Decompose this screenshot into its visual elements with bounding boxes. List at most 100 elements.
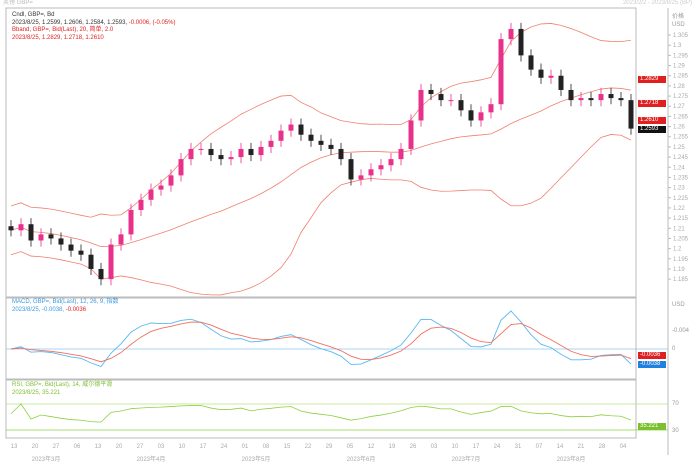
- y-tick-label: 1.24: [673, 165, 685, 171]
- candle: [308, 134, 314, 141]
- upper-band-badge: 1.2829: [638, 76, 666, 83]
- x-month-label: 2023年8月: [557, 455, 586, 463]
- x-tick-label: 15: [284, 444, 291, 450]
- rsi-line: [10, 403, 632, 423]
- date-range: 2023/2/2 - 2023/8/25 (BP): [622, 0, 692, 6]
- rsi-badge: 35.221: [638, 423, 666, 430]
- candle: [8, 226, 14, 231]
- candle: [238, 148, 244, 158]
- x-month-label: 2023年3月: [32, 455, 61, 463]
- candle: [98, 268, 104, 280]
- candle: [418, 89, 424, 121]
- x-tick-label: 20: [32, 444, 39, 450]
- macd-signal-value: -0.0036: [65, 306, 87, 313]
- x-tick-label: 22: [305, 444, 312, 450]
- x-tick-label: 24: [221, 444, 228, 450]
- bollinger-middle: [10, 87, 632, 247]
- candle: [628, 100, 634, 129]
- candle: [268, 140, 274, 147]
- candle: [488, 104, 494, 113]
- x-tick-label: 01: [242, 444, 249, 450]
- candle: [618, 98, 624, 101]
- candle: [608, 94, 614, 99]
- candle: [278, 130, 284, 141]
- y-tick-label: 1.26: [673, 125, 685, 131]
- rsi-high: 70: [672, 401, 679, 407]
- x-tick-label: 13: [11, 444, 18, 450]
- candle: [158, 185, 164, 190]
- x-tick-label: 26: [410, 444, 417, 450]
- candle: [148, 189, 154, 200]
- candle: [408, 120, 414, 149]
- macd-currency: USD: [672, 302, 685, 308]
- price-legend: Cndl, GBP=, Bd 2023/8/25, 1.2599, 1.2606…: [12, 12, 175, 42]
- candle: [168, 175, 174, 186]
- x-tick-label: 03: [158, 444, 165, 450]
- y-tick-label: 1.22: [673, 206, 685, 212]
- candle: [438, 94, 444, 101]
- y-tick-label: 1.2: [673, 247, 682, 253]
- candle: [578, 98, 584, 101]
- x-tick-label: 10: [452, 444, 459, 450]
- candle: [448, 100, 454, 102]
- x-tick-label: 08: [263, 444, 270, 450]
- x-tick-label: 10: [179, 444, 186, 450]
- candle: [598, 94, 604, 101]
- x-tick-label: 04: [620, 444, 627, 450]
- bband-title: Bband, GBP=, Bid(Last), 20, 简单, 2.0: [12, 27, 114, 33]
- rsi-panel: [5, 379, 637, 439]
- candle: [58, 238, 64, 245]
- close-price-badge: 1.2593: [638, 126, 666, 133]
- x-tick-label: 21: [578, 444, 585, 450]
- x-tick-label: 05: [347, 444, 354, 450]
- bollinger-upper: [10, 23, 632, 218]
- bollinger-lower: [10, 134, 632, 296]
- candle: [358, 175, 364, 180]
- cndl-values: 2023/8/25, 1.2599, 1.2606, 1.2584, 1.259…: [12, 19, 128, 26]
- candle: [288, 124, 294, 131]
- candle: [18, 224, 24, 231]
- y-tick-label: 1.245: [673, 155, 689, 161]
- x-tick-label: 19: [389, 444, 396, 450]
- macd-tick: -0.004: [672, 328, 690, 334]
- y-tick-label: 1.205: [673, 236, 689, 242]
- window-title: 英镑 GBP=: [3, 0, 33, 6]
- candle: [518, 28, 524, 56]
- candle: [228, 157, 234, 160]
- price-axis-label: 价格: [672, 14, 685, 20]
- candle: [88, 254, 94, 269]
- candle: [558, 75, 564, 90]
- candle: [198, 148, 204, 150]
- x-tick-label: 17: [473, 444, 480, 450]
- x-tick-label: 13: [95, 444, 102, 450]
- x-tick-label: 14: [557, 444, 564, 450]
- candle: [538, 69, 544, 78]
- candle: [138, 199, 144, 210]
- y-tick-label: 1.295: [673, 53, 689, 59]
- rsi-title: RSI, GBP=, Bid(Last), 14, 威尔德平滑: [12, 382, 113, 388]
- candle: [78, 250, 84, 255]
- x-tick-label: 28: [599, 444, 606, 450]
- y-tick-label: 1.235: [673, 175, 689, 181]
- candle: [28, 224, 34, 241]
- candle: [568, 89, 574, 101]
- y-tick-label: 1.21: [673, 226, 685, 232]
- candle: [248, 148, 254, 156]
- y-tick-label: 1.23: [673, 186, 685, 192]
- candle: [338, 148, 344, 160]
- y-tick-label: 1.25: [673, 145, 685, 151]
- x-tick-label: 07: [536, 444, 543, 450]
- candle: [588, 98, 594, 101]
- candle: [368, 169, 374, 176]
- candle: [498, 39, 504, 105]
- y-tick-label: 1.275: [673, 94, 689, 100]
- rsi-values: 2023/8/25, 35.221: [12, 389, 61, 396]
- cndl-change: -0.0006, (-0.05%): [128, 19, 176, 26]
- macd-signal-badge: -0.0036: [638, 352, 666, 359]
- candle: [68, 244, 74, 251]
- candle: [378, 165, 384, 170]
- candle: [118, 234, 124, 245]
- macd-title: MACD, GBP=, Bid(Last), 12, 26, 9, 指数: [12, 299, 119, 305]
- x-tick-label: 17: [200, 444, 207, 450]
